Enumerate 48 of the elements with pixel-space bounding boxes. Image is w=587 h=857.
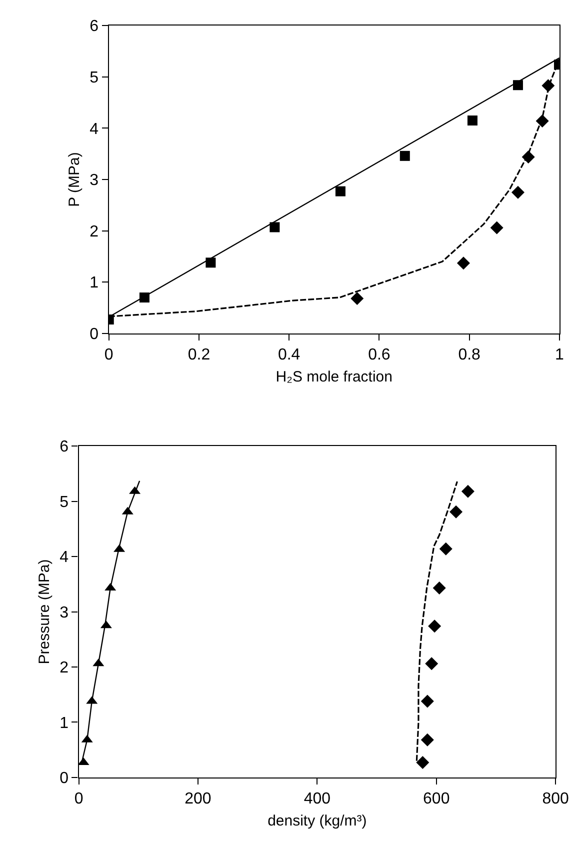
x-tick-label: 1 <box>554 346 564 364</box>
x-axis-title: H₂S mole fraction <box>276 368 393 386</box>
x-tick-label: 0.2 <box>188 346 210 364</box>
y-tick-label: 0 <box>90 326 99 343</box>
point <box>490 221 504 234</box>
point <box>420 733 434 746</box>
y-tick-label: 6 <box>90 18 99 36</box>
x-tick-label: 800 <box>542 790 569 808</box>
x-tick-label: 400 <box>304 790 331 808</box>
y-tick-label: 3 <box>60 604 69 622</box>
point <box>416 756 430 770</box>
y-tick-label: 6 <box>60 438 69 456</box>
point <box>78 758 90 766</box>
point <box>461 484 474 498</box>
y-tick-label: 4 <box>60 549 69 566</box>
y-axis-title: P (MPa) <box>66 152 83 207</box>
point <box>467 116 478 126</box>
y-tick-label: 5 <box>90 70 99 87</box>
point <box>335 186 346 196</box>
y-tick-label: 1 <box>60 714 69 732</box>
point <box>439 542 452 556</box>
x-tick-label: 0.4 <box>278 346 300 364</box>
point <box>270 222 280 232</box>
point <box>400 150 410 161</box>
y-tick-label: 1 <box>90 274 99 292</box>
x-tick-label: 0 <box>104 346 114 364</box>
point <box>206 258 216 268</box>
y-tick-label: 0 <box>60 770 69 788</box>
x-tick-label: 0.8 <box>458 346 481 364</box>
point <box>450 505 463 518</box>
x-tick-label: 0.6 <box>368 346 390 364</box>
point <box>456 256 470 270</box>
y-tick-label: 2 <box>60 660 69 677</box>
point <box>425 657 438 670</box>
point <box>511 186 524 199</box>
y-tick-label: 2 <box>90 223 99 240</box>
x-tick-label: 0 <box>74 790 84 808</box>
point <box>432 582 446 595</box>
point <box>428 620 442 633</box>
y-tick-label: 4 <box>90 120 99 138</box>
x-axis-title: density (kg/m³) <box>268 812 367 830</box>
x-tick-label: 200 <box>184 790 212 808</box>
y-axis-title: Pressure (MPa) <box>36 559 53 664</box>
y-tick-label: 3 <box>90 172 99 190</box>
point <box>350 292 364 306</box>
y-tick-label: 5 <box>60 494 69 511</box>
x-tick-label: 600 <box>423 790 450 808</box>
point <box>420 694 434 708</box>
